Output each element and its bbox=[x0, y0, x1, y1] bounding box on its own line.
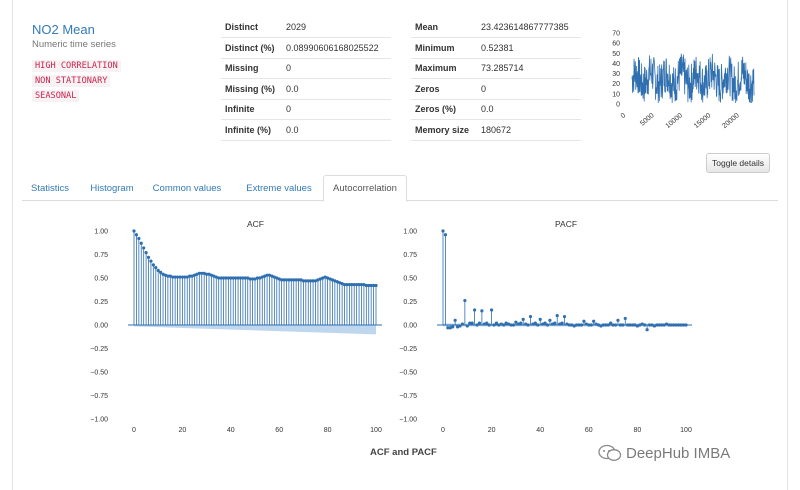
stat-row: Memory size 180672 bbox=[411, 119, 581, 141]
stat-value: 0 bbox=[282, 99, 391, 120]
stat-value: 180672 bbox=[477, 119, 581, 141]
stat-value: 0.0 bbox=[282, 119, 391, 141]
stat-value: 73.285714 bbox=[477, 58, 581, 79]
mini-y-tick-label: 40 bbox=[612, 61, 620, 68]
stat-row: Infinite (%) 0.0 bbox=[221, 119, 391, 141]
stat-label: Memory size bbox=[411, 119, 477, 141]
stat-value: 23.423614867777385 bbox=[477, 17, 581, 38]
mini-y-tick-label: 50 bbox=[612, 51, 620, 58]
stat-label: Missing (%) bbox=[221, 78, 282, 100]
stat-value: 2029 bbox=[282, 17, 391, 38]
stat-label: Mean bbox=[411, 17, 477, 38]
mini-x-tick-label: 0 bbox=[620, 112, 628, 120]
watermark: DeepHub IMBA bbox=[598, 444, 730, 462]
toggle-details-button[interactable]: Toggle details bbox=[706, 153, 770, 173]
alert-non-stationary: NON STATIONARY bbox=[32, 75, 111, 87]
alert-high-correlation: HIGH CORRELATION bbox=[32, 60, 121, 72]
stat-label: Distinct (%) bbox=[221, 37, 282, 59]
stat-row: Distinct 2029 bbox=[221, 17, 391, 38]
stat-row: Zeros 0 bbox=[411, 78, 581, 100]
stat-label: Zeros (%) bbox=[411, 99, 477, 120]
stat-row: Distinct (%) 0.08990606168025522 bbox=[221, 37, 391, 59]
stat-label: Maximum bbox=[411, 58, 477, 79]
stat-label: Infinite (%) bbox=[221, 119, 282, 141]
mini-series-line bbox=[631, 53, 755, 104]
stat-label: Infinite bbox=[221, 99, 282, 120]
stat-row: Missing 0 bbox=[221, 58, 391, 79]
tab-statistics[interactable]: Statistics bbox=[30, 182, 69, 194]
stat-value: 0.52381 bbox=[477, 37, 581, 59]
watermark-text: DeepHub IMBA bbox=[626, 444, 731, 462]
acf-title: ACF bbox=[247, 219, 264, 229]
variable-title[interactable]: NO2 Mean bbox=[32, 22, 95, 37]
stat-value: 0.0 bbox=[282, 78, 391, 100]
tab-common-values[interactable]: Common values bbox=[152, 182, 222, 194]
stat-value: 0.08990606168025522 bbox=[282, 37, 391, 59]
stat-label: Distinct bbox=[221, 17, 282, 38]
stat-label: Missing bbox=[221, 58, 282, 79]
stat-value: 0 bbox=[477, 78, 581, 100]
mini-timeseries-chart: 0 10 20 30 40 50 60 70 0 5000 10000 15000 20000 bbox=[612, 31, 755, 130]
tab-extreme-values[interactable]: Extreme values bbox=[246, 182, 312, 194]
stat-label: Zeros bbox=[411, 78, 477, 100]
stat-row: Mean 23.423614867777385 bbox=[411, 17, 581, 38]
stat-row: Minimum 0.52381 bbox=[411, 37, 581, 59]
mini-x-tick-label: 15000 bbox=[693, 112, 712, 130]
variable-type: Numeric time series bbox=[32, 39, 116, 50]
mini-x-tick-label: 20000 bbox=[721, 112, 740, 130]
stat-row: Maximum 73.285714 bbox=[411, 58, 581, 79]
stat-row: Infinite 0 bbox=[221, 99, 391, 120]
mini-x-tick-label: 10000 bbox=[665, 112, 684, 130]
alert-list: HIGH CORRELATION NON STATIONARY SEASONAL bbox=[32, 60, 121, 105]
wechat-icon bbox=[598, 444, 622, 461]
mini-y-tick-label: 30 bbox=[612, 71, 620, 78]
tab-autocorrelation[interactable]: Autocorrelation bbox=[323, 175, 407, 202]
stat-label: Minimum bbox=[411, 37, 477, 59]
stat-value: 0.0 bbox=[477, 99, 581, 120]
stat-row: Missing (%) 0.0 bbox=[221, 78, 391, 100]
mini-y-tick-label: 70 bbox=[612, 31, 620, 38]
mini-y-tick-label: 10 bbox=[612, 91, 620, 98]
pacf-title: PACF bbox=[555, 219, 578, 229]
stat-row: Zeros (%) 0.0 bbox=[411, 99, 581, 120]
stats-table-right: Mean 23.423614867777385 Minimum 0.52381 Ma… bbox=[411, 17, 581, 141]
mini-y-tick-label: 20 bbox=[612, 81, 620, 88]
mini-y-tick-label: 0 bbox=[616, 102, 620, 109]
detail-tabs: Statistics Histogram Common values Extre… bbox=[22, 175, 778, 202]
mini-y-tick-label: 60 bbox=[612, 41, 620, 48]
panel-border bbox=[12, 0, 788, 490]
mini-x-tick-label: 5000 bbox=[639, 112, 656, 127]
stats-table-left: Distinct 2029 Distinct (%) 0.0899060616802… bbox=[221, 17, 391, 141]
figure-caption: ACF and PACF bbox=[370, 447, 437, 458]
tab-histogram[interactable]: Histogram bbox=[90, 182, 134, 194]
alert-seasonal: SEASONAL bbox=[32, 90, 80, 102]
stat-value: 0 bbox=[282, 58, 391, 79]
